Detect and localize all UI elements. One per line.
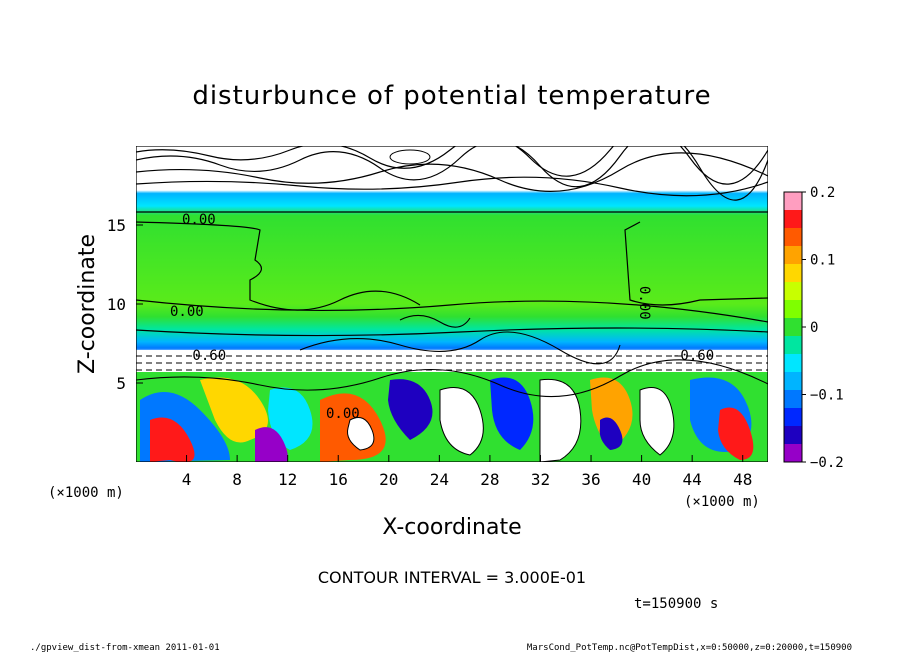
colorbar-swatch [784,228,802,247]
colorbar-tick-label: 0.1 [810,253,835,269]
x-axis-unit-left: (×1000 m) [48,485,124,501]
x-tick-label: 36 [581,470,600,489]
colorbar-swatch [784,372,802,391]
colorbar-swatch [784,444,802,463]
x-axis-label: X-coordinate [382,515,521,540]
contour-interval-text: CONTOUR INTERVAL = 3.000E-01 [318,568,586,587]
colorbar-swatch [784,282,802,301]
y-axis: 15 10 5 Z-coordinate [75,216,143,393]
x-tick-label: 8 [232,470,242,489]
colorbar-tick-label: 0 [810,320,818,336]
colorbar-swatch [784,354,802,373]
x-tick-label: 24 [430,470,449,489]
x-tick-label: 28 [480,470,499,489]
colorbar-swatch [784,336,802,355]
colorbar: 0.2 0.1 0 −0.1 −0.2 [783,185,844,471]
colorbar-swatch [784,300,802,319]
y-tick-label: 10 [107,295,126,314]
time-label: t=150900 s [634,596,718,612]
y-tick-label: 15 [107,216,126,235]
footer-right: MarsCond_PotTemp.nc@PotTempDist,x=0:5000… [527,643,852,653]
colorbar-tick-label: −0.1 [810,388,844,404]
y-axis-label: Z-coordinate [75,234,100,374]
x-tick-label: 44 [683,470,702,489]
colorbar-swatch [784,264,802,283]
contour-label: 0.00 [182,212,216,228]
contour-label: 0.00 [326,406,360,422]
colorbar-swatch [784,408,802,427]
contour-label: 0.00 [636,286,652,320]
colorbar-swatch [784,192,802,211]
x-tick-label: 4 [182,470,192,489]
colorbar-tick-label: −0.2 [810,455,844,471]
lower-blobs [140,377,754,462]
x-tick-label: 12 [278,470,297,489]
footer-left: ./gpview_dist-from-xmean 2011-01-01 [30,643,220,653]
mid-contours [136,211,768,337]
x-tick-label: 32 [531,470,550,489]
lower-dashed-contours [136,355,768,371]
colorbar-swatch [784,210,802,229]
x-tick-label: 16 [329,470,348,489]
colorbar-swatch [784,426,802,445]
x-tick-label: 48 [733,470,752,489]
contour-label: 0.00 [170,304,204,320]
colorbar-swatch [784,246,802,265]
contour-label: -0.60 [184,348,226,364]
plot-area [136,146,768,462]
colorbar-swatch [784,318,802,337]
upper-contour-noise [136,146,768,201]
contour-label: -0.60 [672,348,714,364]
lower-contours [136,314,768,398]
chart-title: disturbunce of potential temperature [192,81,711,111]
colorbar-swatch [784,390,802,409]
x-axis: 4 8 12 16 20 24 28 32 36 40 44 48 [182,455,752,489]
contour-labels: 0.00 0.00 0.00 0.00 -0.60 -0.60 [170,212,714,422]
x-tick-label: 20 [379,470,398,489]
y-tick-label: 5 [116,374,126,393]
x-axis-unit-right: (×1000 m) [684,494,760,510]
x-tick-label: 40 [632,470,651,489]
upper-white-blob [389,149,431,165]
colorbar-tick-label: 0.2 [810,185,835,201]
